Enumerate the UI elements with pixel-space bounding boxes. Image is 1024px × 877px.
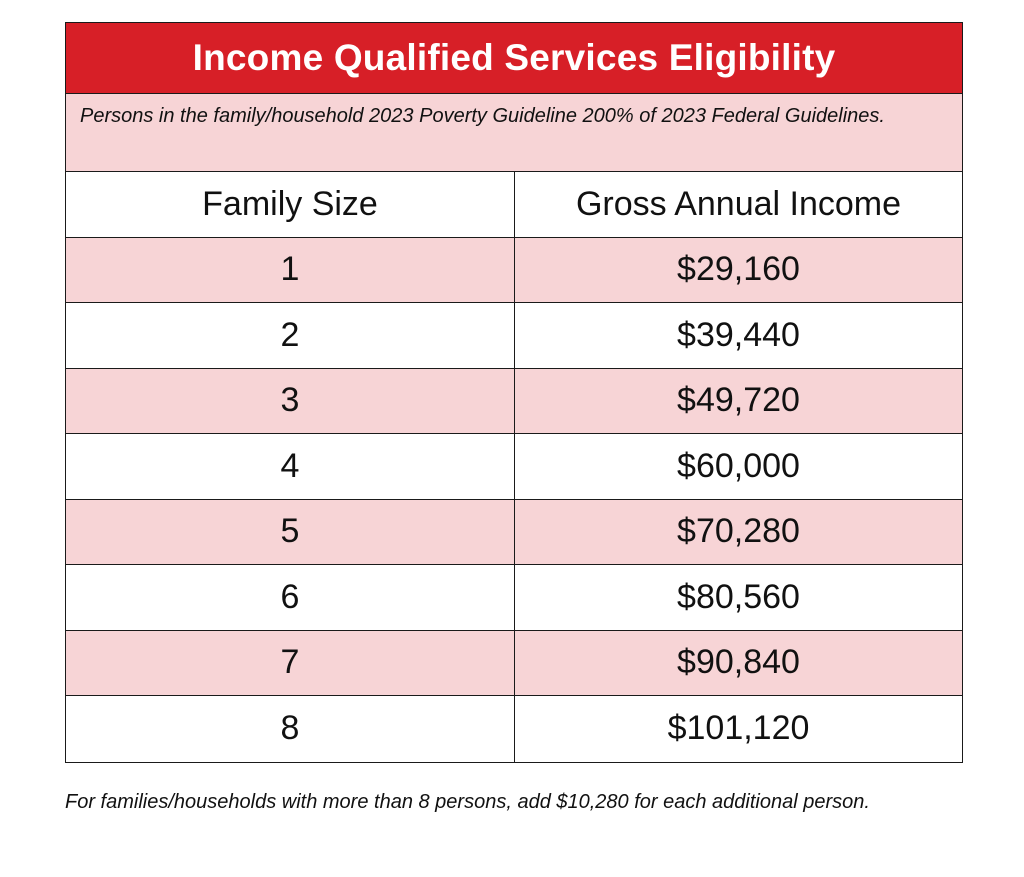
table-row: 3 $49,720 [66,368,962,434]
table-row: 4 $60,000 [66,434,962,500]
table-row: 1 $29,160 [66,237,962,303]
income-cell: $101,120 [667,709,810,748]
header-row: Family Size Gross Annual Income [66,172,962,238]
table-row: 5 $70,280 [66,499,962,565]
income-cell: $60,000 [677,446,800,485]
table-row: 7 $90,840 [66,630,962,696]
column-header-family-size: Family Size [66,172,515,237]
family-size-cell: 5 [66,499,515,564]
column-header-gross-annual-income: Gross Annual Income [575,184,902,223]
family-size-cell: 3 [66,368,515,433]
family-size-cell: 2 [66,303,515,368]
table-subtitle: Persons in the family/household 2023 Pov… [66,94,962,172]
footnote: For families/households with more than 8… [65,791,870,813]
family-size-cell: 7 [66,630,515,695]
eligibility-table: Income Qualified Services Eligibility Pe… [65,22,963,763]
income-cell: $49,720 [677,381,800,420]
income-cell: $39,440 [677,315,800,354]
income-cell: $70,280 [677,512,800,551]
table-title: Income Qualified Services Eligibility [66,23,962,94]
income-cell: $80,560 [677,577,800,616]
table-row: 2 $39,440 [66,303,962,369]
family-size-cell: 1 [66,237,515,302]
family-size-cell: 4 [66,434,515,499]
table-row: 6 $80,560 [66,565,962,631]
income-cell: $90,840 [677,643,800,682]
family-size-cell: 8 [66,696,515,762]
table-row: 8 $101,120 [66,696,962,762]
family-size-cell: 6 [66,565,515,630]
income-cell: $29,160 [677,250,800,289]
